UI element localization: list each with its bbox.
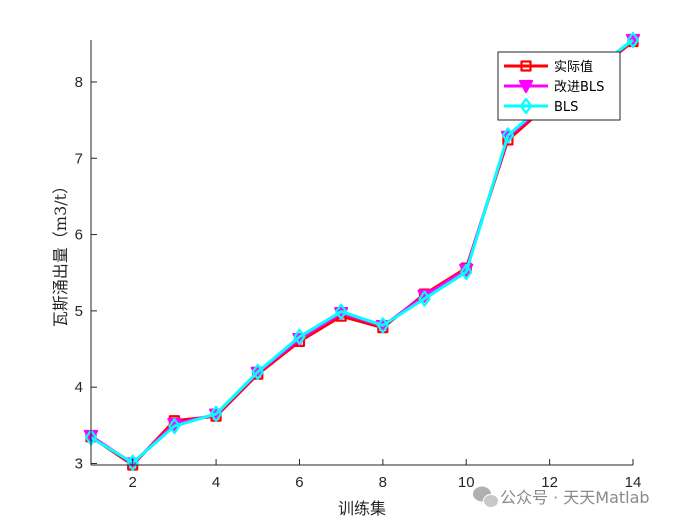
series-2-point-8 [418, 290, 431, 307]
series-2-point-1 [126, 454, 139, 471]
axes: 2 4 6 8 10 12 14 3 4 5 6 7 8 训练集 瓦斯涌出量（m3/t） [51, 40, 641, 518]
legend-label-1: 改进BLS [554, 80, 604, 95]
series-2-point-6 [335, 303, 348, 320]
y-tick-label-3: 6 [75, 227, 83, 244]
x-axis-title: 训练集 [338, 499, 386, 518]
legend-marker-2 [519, 97, 533, 115]
series-2-point-2 [168, 417, 181, 435]
series-2-point-13 [626, 31, 640, 49]
y-tick-label-2: 5 [75, 303, 83, 320]
x-tick-label-4: 10 [458, 474, 475, 491]
wechat-icon [473, 486, 499, 508]
legend-marker-1 [518, 79, 534, 94]
wechat-icon-bubble-2 [483, 494, 499, 508]
series-2-point-9 [460, 263, 473, 281]
y-tick-label-1: 4 [75, 379, 83, 396]
legend-label-0: 实际值 [554, 59, 593, 75]
series-2-point-5 [293, 328, 306, 345]
series-2-point-7 [376, 317, 389, 334]
legend-marker-0 [520, 60, 532, 72]
series-2-point-10 [501, 127, 515, 144]
y-tick-label-0: 3 [75, 455, 83, 472]
y-axis-title: 瓦斯涌出量（m3/t） [51, 178, 70, 327]
watermark: 公众号 · 天天Matlab [473, 486, 650, 508]
x-tick-label-2: 6 [295, 474, 303, 491]
legend-label-2: BLS [554, 100, 578, 115]
x-tick-label-5: 12 [541, 474, 558, 491]
y-tick-label-5: 8 [75, 74, 83, 91]
legend-item-2: BLS [504, 97, 578, 115]
x-tick-label-1: 4 [212, 474, 220, 491]
series-2-point-4 [251, 363, 264, 381]
legend-item-1: 改进BLS [504, 79, 604, 95]
legend-item-0: 实际值 [504, 59, 593, 75]
x-tick-label-3: 8 [379, 474, 387, 491]
y-tick-label-4: 7 [75, 150, 83, 167]
watermark-text: 公众号 · 天天Matlab [500, 488, 650, 507]
x-tick-label-6: 14 [625, 474, 642, 491]
series-2-point-3 [209, 405, 223, 422]
x-tick-label-0: 2 [129, 474, 137, 491]
